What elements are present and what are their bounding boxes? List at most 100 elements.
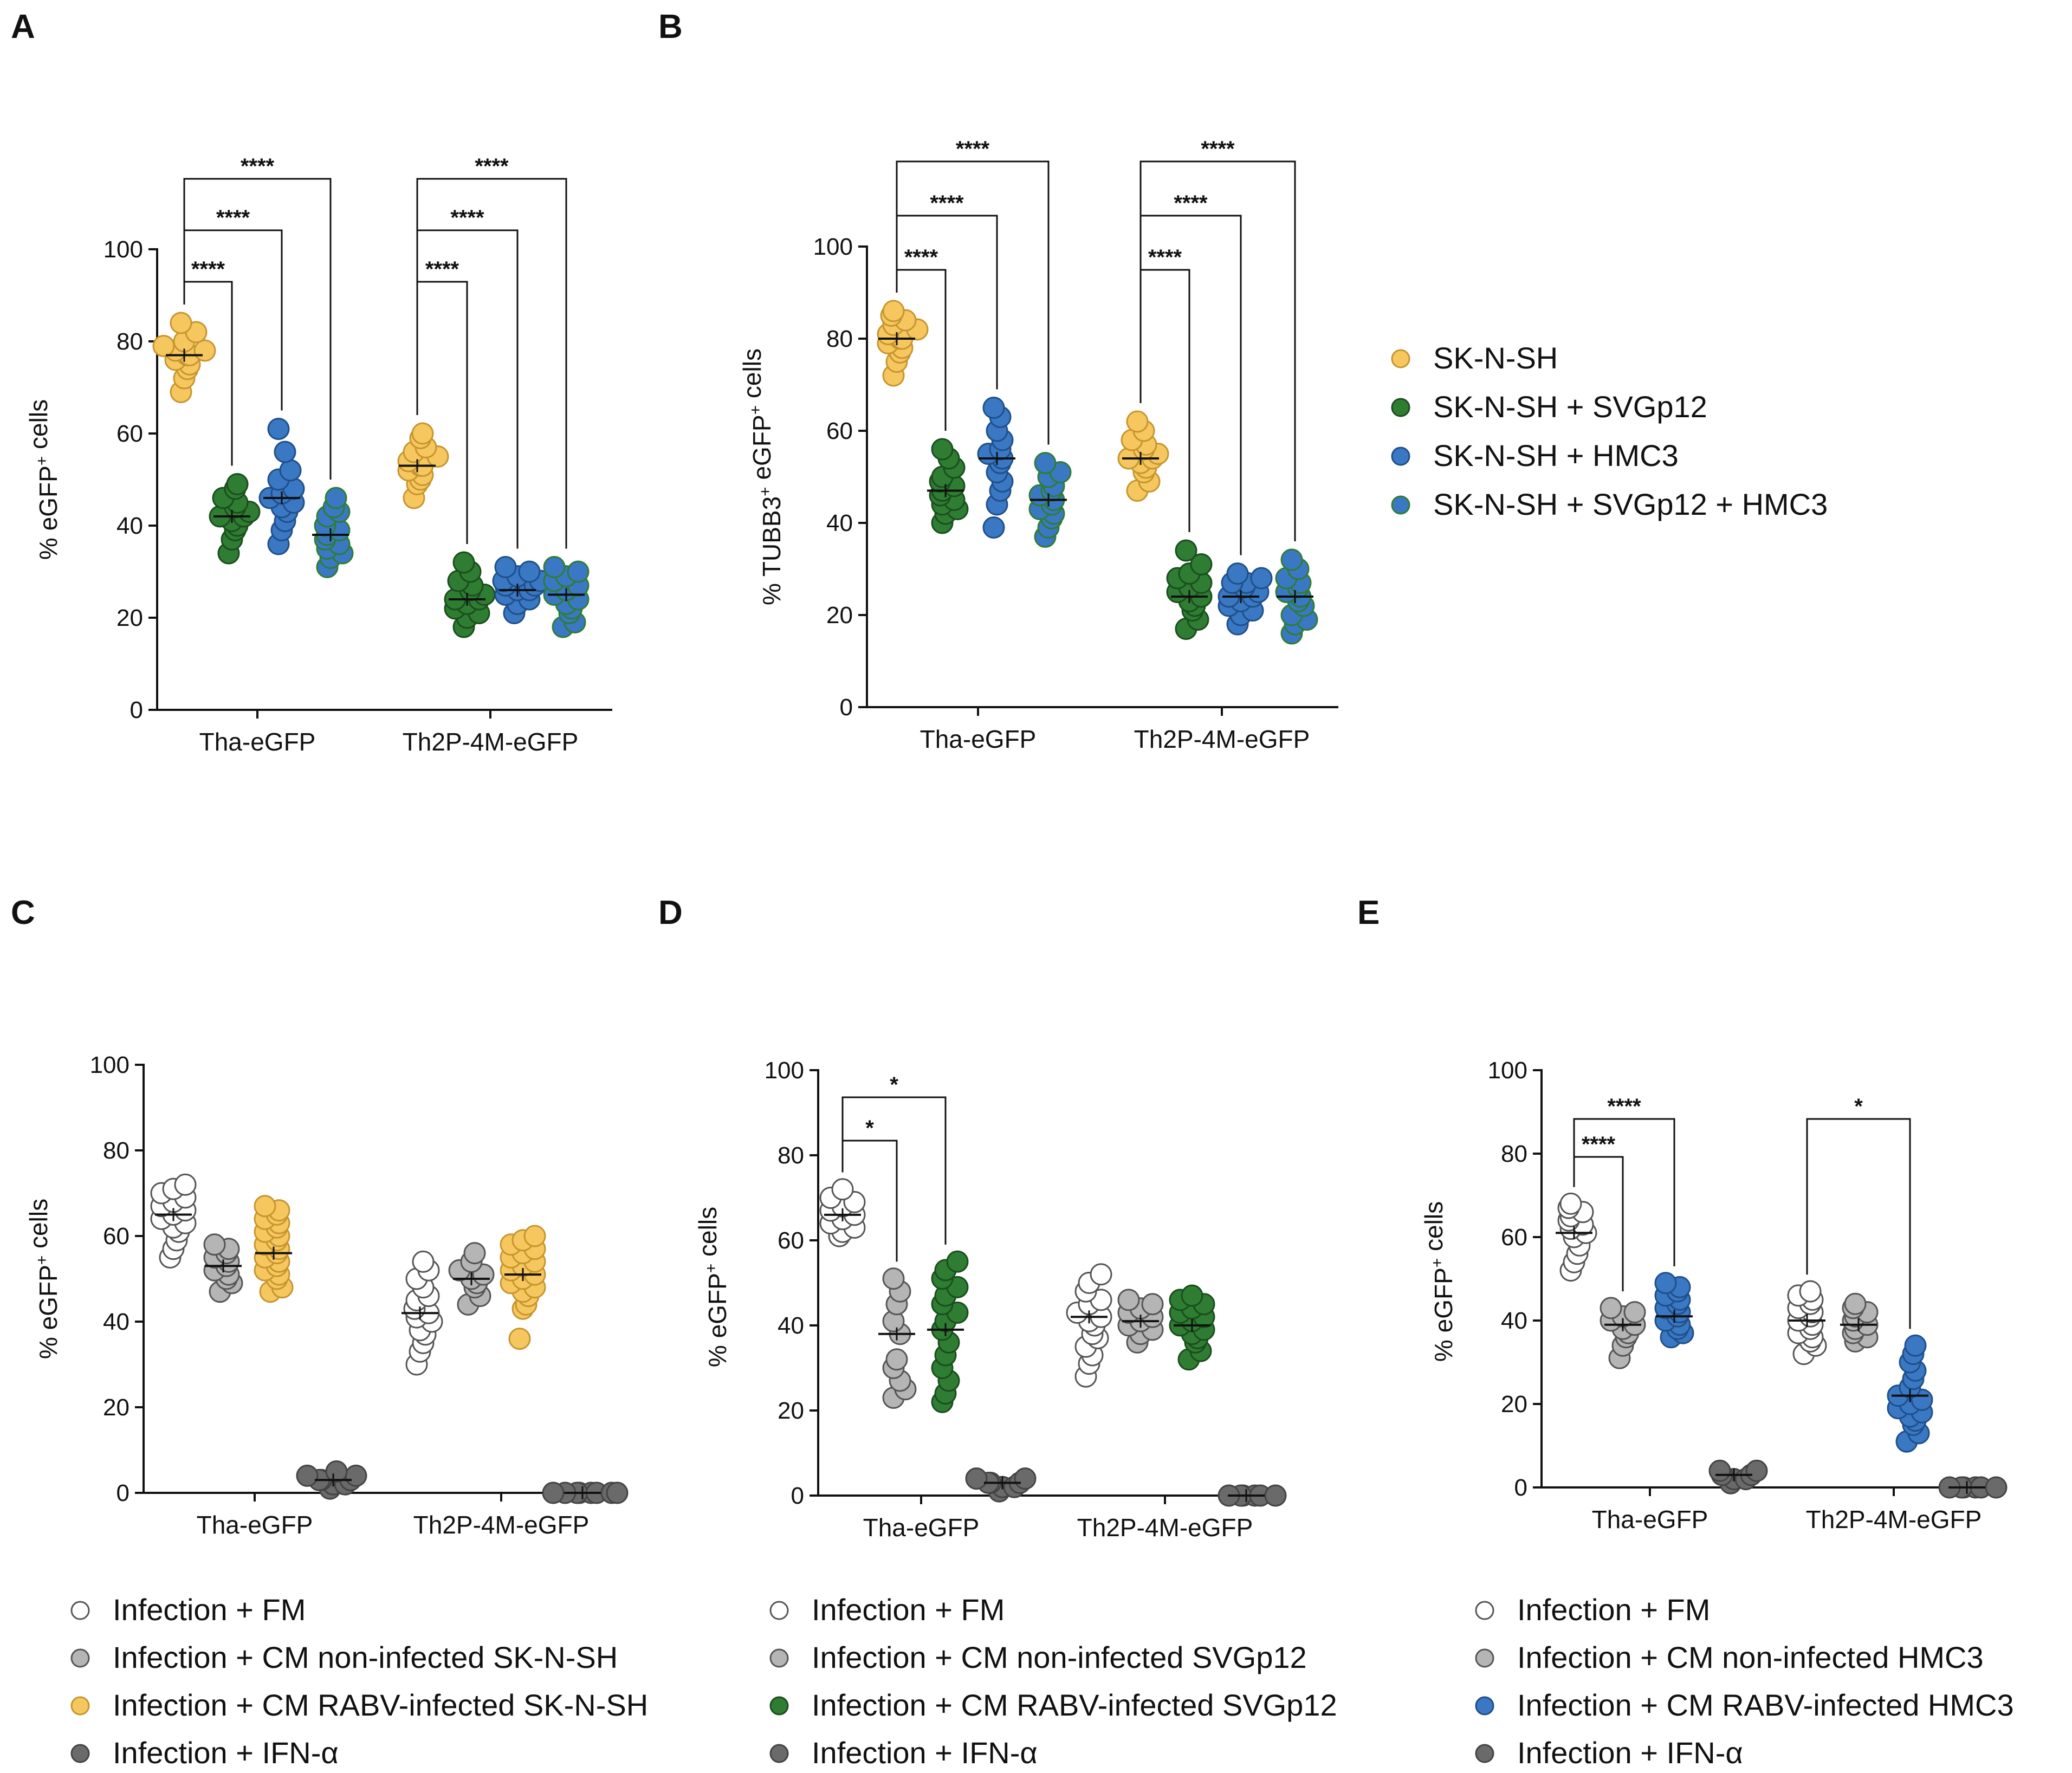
- data-point: [170, 312, 192, 334]
- legend-label: Infection + FM: [1517, 1593, 1710, 1627]
- x-category-label: Tha-eGFP: [199, 728, 316, 756]
- legend-marker: [70, 1696, 90, 1716]
- y-tick-label: 0: [116, 1480, 130, 1506]
- panel-D: D 0 20 40 60 80 100 Tha-eGFP Th2P-4M-eGFP % eGFP+…: [658, 894, 1287, 1542]
- y-tick-label: 40: [116, 513, 143, 539]
- legend-label: SK-N-SH: [1433, 341, 1558, 375]
- data-point: [831, 1178, 854, 1201]
- legend-label: Infection + IFN-α: [1517, 1736, 1743, 1770]
- legend-marker: [1391, 495, 1410, 515]
- significance-label: ****: [1607, 1095, 1641, 1118]
- significance-bracket: [896, 215, 998, 390]
- data-point: [1264, 1484, 1287, 1507]
- y-tick-label: 20: [1501, 1391, 1527, 1418]
- legend-label: Infection + CM non-infected SVGp12: [812, 1640, 1307, 1674]
- x-category-label: Tha-eGFP: [197, 1511, 313, 1539]
- panel-B: B 0 20 40 60 80 100 Tha-eGFP Th2P-4M-eGFP % TUBB3…: [658, 8, 1338, 753]
- y-tick-label: 60: [116, 420, 143, 447]
- significance-bracket: [1573, 1118, 1675, 1266]
- data-point: [452, 551, 475, 574]
- panel-C: C 0 20 40 60 80 100 Tha-eGFP Th2P-4M-eGFP % eGFP+…: [11, 894, 629, 1539]
- data-point: [463, 1242, 486, 1265]
- data-point: [1985, 1476, 2008, 1499]
- significance-label: ****: [241, 154, 275, 178]
- y-tick-label: 80: [778, 1142, 804, 1169]
- data-point: [1250, 567, 1273, 590]
- data-point: [193, 339, 216, 362]
- significance-label: *: [1854, 1095, 1863, 1118]
- significance-label: *: [865, 1116, 874, 1140]
- data-point: [1034, 452, 1057, 474]
- y-tick-label: 100: [765, 1057, 804, 1084]
- data-point: [523, 1225, 546, 1247]
- panel-letter: B: [658, 8, 683, 46]
- data-point: [567, 560, 590, 583]
- x-category-label: Tha-eGFP: [863, 1513, 980, 1542]
- legend-label: Infection + CM non-infected HMC3: [1517, 1640, 1984, 1674]
- data-point: [543, 556, 566, 578]
- y-tick-label: 20: [103, 1394, 130, 1421]
- y-tick-label: 80: [826, 326, 853, 352]
- data-point: [542, 1481, 565, 1504]
- y-tick-label: 0: [840, 694, 853, 721]
- legend-label: Infection + CM RABV-infected SVGp12: [812, 1688, 1337, 1722]
- y-axis-label: % eGFP+ cells: [1420, 1201, 1458, 1362]
- y-tick-label: 100: [813, 234, 853, 260]
- legend-label: SK-N-SH + SVGp12 + HMC3: [1433, 487, 1828, 521]
- data-point: [1654, 1272, 1677, 1295]
- legend-label: Infection + IFN-α: [812, 1736, 1038, 1770]
- data-point: [1623, 1301, 1646, 1324]
- legend-marker: [1475, 1601, 1494, 1620]
- data-point: [965, 1467, 988, 1490]
- significance-label: ****: [450, 206, 484, 230]
- panel-letter: E: [1357, 894, 1380, 931]
- data-point: [494, 556, 517, 578]
- significance-label: ****: [1582, 1133, 1616, 1156]
- data-point: [1014, 1467, 1037, 1490]
- legend-marker: [1475, 1744, 1494, 1763]
- legend-marker: [1475, 1696, 1494, 1716]
- legend-d: Infection + FM Infection + CM non-infecte…: [769, 1593, 1337, 1770]
- x-category-label: Th2P-4M-eGFP: [1134, 725, 1310, 753]
- legend-marker: [1475, 1648, 1494, 1668]
- data-point: [412, 1250, 435, 1273]
- significance-bracket: [841, 1096, 947, 1245]
- data-point: [254, 1195, 276, 1218]
- data-point: [1175, 539, 1197, 562]
- data-point: [1904, 1334, 1927, 1357]
- y-axis-label: % eGFP+ cells: [24, 399, 62, 560]
- data-point: [982, 397, 1005, 419]
- legend-marker: [70, 1744, 90, 1763]
- data-point: [279, 459, 302, 482]
- data-point: [1181, 1284, 1203, 1307]
- significance-bracket: [1806, 1118, 1911, 1329]
- data-point: [1190, 553, 1213, 575]
- y-tick-label: 100: [103, 236, 143, 263]
- data-point: [982, 516, 1005, 539]
- data-point: [1799, 1280, 1822, 1303]
- data-point: [274, 441, 296, 463]
- data-point: [1708, 1459, 1731, 1482]
- legend-marker: [1391, 349, 1410, 368]
- significance-label: ****: [475, 154, 509, 178]
- legend-label: Infection + IFN-α: [113, 1736, 339, 1770]
- data-point: [1141, 1293, 1164, 1316]
- data-point: [1745, 1459, 1768, 1482]
- y-tick-label: 80: [116, 328, 143, 355]
- panel-letter: D: [658, 894, 683, 931]
- significance-label: *: [890, 1073, 898, 1097]
- legend-marker: [769, 1601, 789, 1620]
- significance-label: ****: [425, 257, 459, 281]
- legend-marker: [70, 1601, 90, 1620]
- legend-marker: [1391, 447, 1410, 466]
- data-point: [931, 438, 954, 461]
- data-point: [411, 422, 434, 445]
- data-point: [508, 1328, 531, 1350]
- panel-letter: A: [11, 8, 35, 46]
- legend-label: Infection + FM: [812, 1593, 1005, 1627]
- significance-bracket: [896, 160, 1050, 445]
- y-tick-label: 40: [103, 1309, 130, 1335]
- y-axis-label: % TUBB3+ eGFP+ cells: [738, 348, 786, 605]
- x-category-label: Th2P-4M-eGFP: [403, 728, 579, 756]
